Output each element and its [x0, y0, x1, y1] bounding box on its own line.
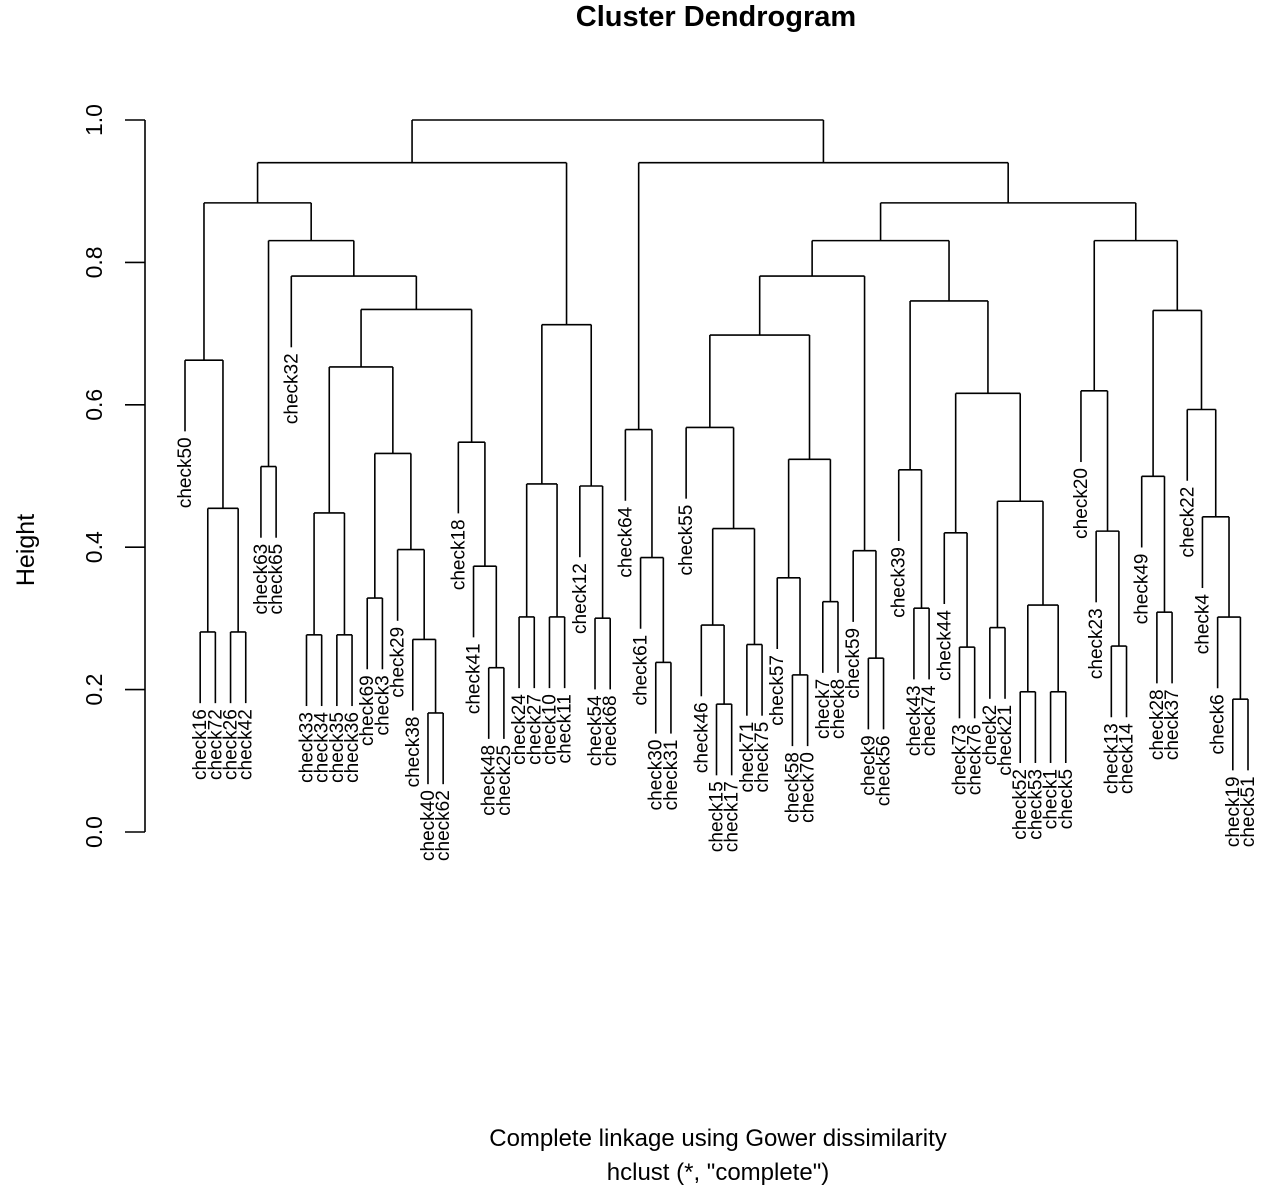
leaf-label: check36	[342, 712, 363, 783]
leaf-label: check69	[357, 675, 378, 746]
leaf-label: check35	[327, 712, 348, 783]
x-axis-title: Complete linkage using Gower dissimilari…	[489, 1125, 947, 1152]
leaf-label: check51	[1238, 776, 1259, 847]
leaf-label: check64	[615, 506, 636, 577]
leaf-label: check68	[600, 695, 621, 766]
leaf-label: check39	[889, 547, 910, 618]
leaf-label: check40	[418, 790, 439, 861]
y-tick-label: 0.8	[81, 246, 107, 278]
leaf-label: check20	[1071, 468, 1092, 539]
dendrogram-tree	[184, 119, 1249, 785]
leaf-label: check31	[661, 740, 682, 811]
leaf-label: check41	[464, 643, 485, 714]
y-tick-label: 1.0	[81, 104, 107, 136]
leaf-label: check42	[236, 709, 257, 780]
leaf-label: check18	[448, 519, 469, 590]
leaf-label: check1	[1041, 769, 1062, 829]
leaf-label: check26	[221, 709, 242, 780]
leaf-label: check37	[1162, 689, 1183, 760]
leaf-label: check32	[281, 353, 302, 424]
leaf-label: check46	[691, 702, 712, 773]
x-axis-subtitle: hclust (*, "complete")	[607, 1159, 829, 1186]
leaf-label: check9	[858, 735, 879, 795]
leaf-label: check49	[1132, 553, 1153, 624]
leaf-label: check11	[555, 694, 576, 763]
leaf-label: check72	[205, 709, 226, 780]
leaf-label: check15	[707, 781, 728, 852]
leaf-label: check43	[904, 685, 925, 756]
leaf-label: check3	[372, 675, 393, 735]
leaf-label: check52	[1010, 769, 1031, 840]
leaf-label: check56	[874, 735, 895, 806]
leaf-label: check63	[251, 544, 272, 615]
leaf-label: check4	[1192, 594, 1213, 655]
leaf-label: check58	[782, 752, 803, 823]
y-tick-label: 0.2	[81, 674, 107, 706]
leaf-label: check54	[585, 695, 606, 766]
leaf-label: check21	[995, 705, 1016, 776]
leaf-label: check23	[1086, 608, 1107, 679]
y-tick-label: 0.4	[81, 531, 107, 563]
leaf-label: check25	[494, 745, 515, 816]
leaf-label: check34	[312, 712, 333, 783]
leaf-label: check2	[980, 705, 1001, 765]
leaf-label: check53	[1025, 769, 1046, 840]
leaf-label: check74	[919, 685, 940, 756]
y-axis-title: Height	[12, 514, 40, 586]
leaf-label: check12	[570, 563, 591, 634]
leaf-label: check38	[403, 717, 424, 788]
leaf-label: check55	[676, 505, 697, 576]
leaf-label: check33	[296, 712, 317, 783]
leaf-label: check61	[631, 635, 652, 706]
y-axis: 0.0 0.2 0.4 0.6 0.8 1.0	[81, 104, 146, 848]
leaf-label: check71	[737, 722, 758, 793]
leaf-label: check76	[965, 724, 986, 795]
leaf-label: check65	[266, 544, 287, 615]
leaf-label: check59	[843, 628, 864, 699]
leaf-label: check50	[175, 437, 196, 508]
leaf-label: check30	[646, 740, 667, 811]
leaf-label: check8	[828, 679, 849, 739]
leaf-label: check27	[524, 694, 545, 765]
leaf-label: check22	[1177, 487, 1198, 558]
chart-title: Cluster Dendrogram	[576, 1, 856, 33]
y-tick-label: 0.6	[81, 389, 107, 421]
leaf-label: check29	[388, 627, 409, 698]
leaf-label: check13	[1101, 723, 1122, 794]
leaf-label: check6	[1208, 694, 1229, 754]
leaf-label: check24	[509, 694, 530, 765]
leaf-label: check5	[1056, 769, 1077, 829]
leaf-label: check19	[1223, 776, 1244, 847]
leaf-label: check57	[767, 655, 788, 726]
leaf-label: check75	[752, 722, 773, 793]
leaf-label: check16	[190, 709, 211, 780]
leaf-label: check48	[479, 745, 500, 816]
leaf-label: check62	[433, 790, 454, 861]
leaf-label: check73	[949, 724, 970, 795]
leaf-label: check28	[1147, 689, 1168, 760]
y-tick-label: 0.0	[81, 816, 107, 848]
leaf-label: check17	[722, 781, 743, 852]
leaf-label: check7	[813, 679, 834, 739]
leaf-label: check14	[1117, 723, 1138, 794]
leaf-label: check10	[539, 694, 560, 765]
leaf-label: check44	[934, 610, 955, 681]
leaf-label: check70	[798, 752, 819, 823]
